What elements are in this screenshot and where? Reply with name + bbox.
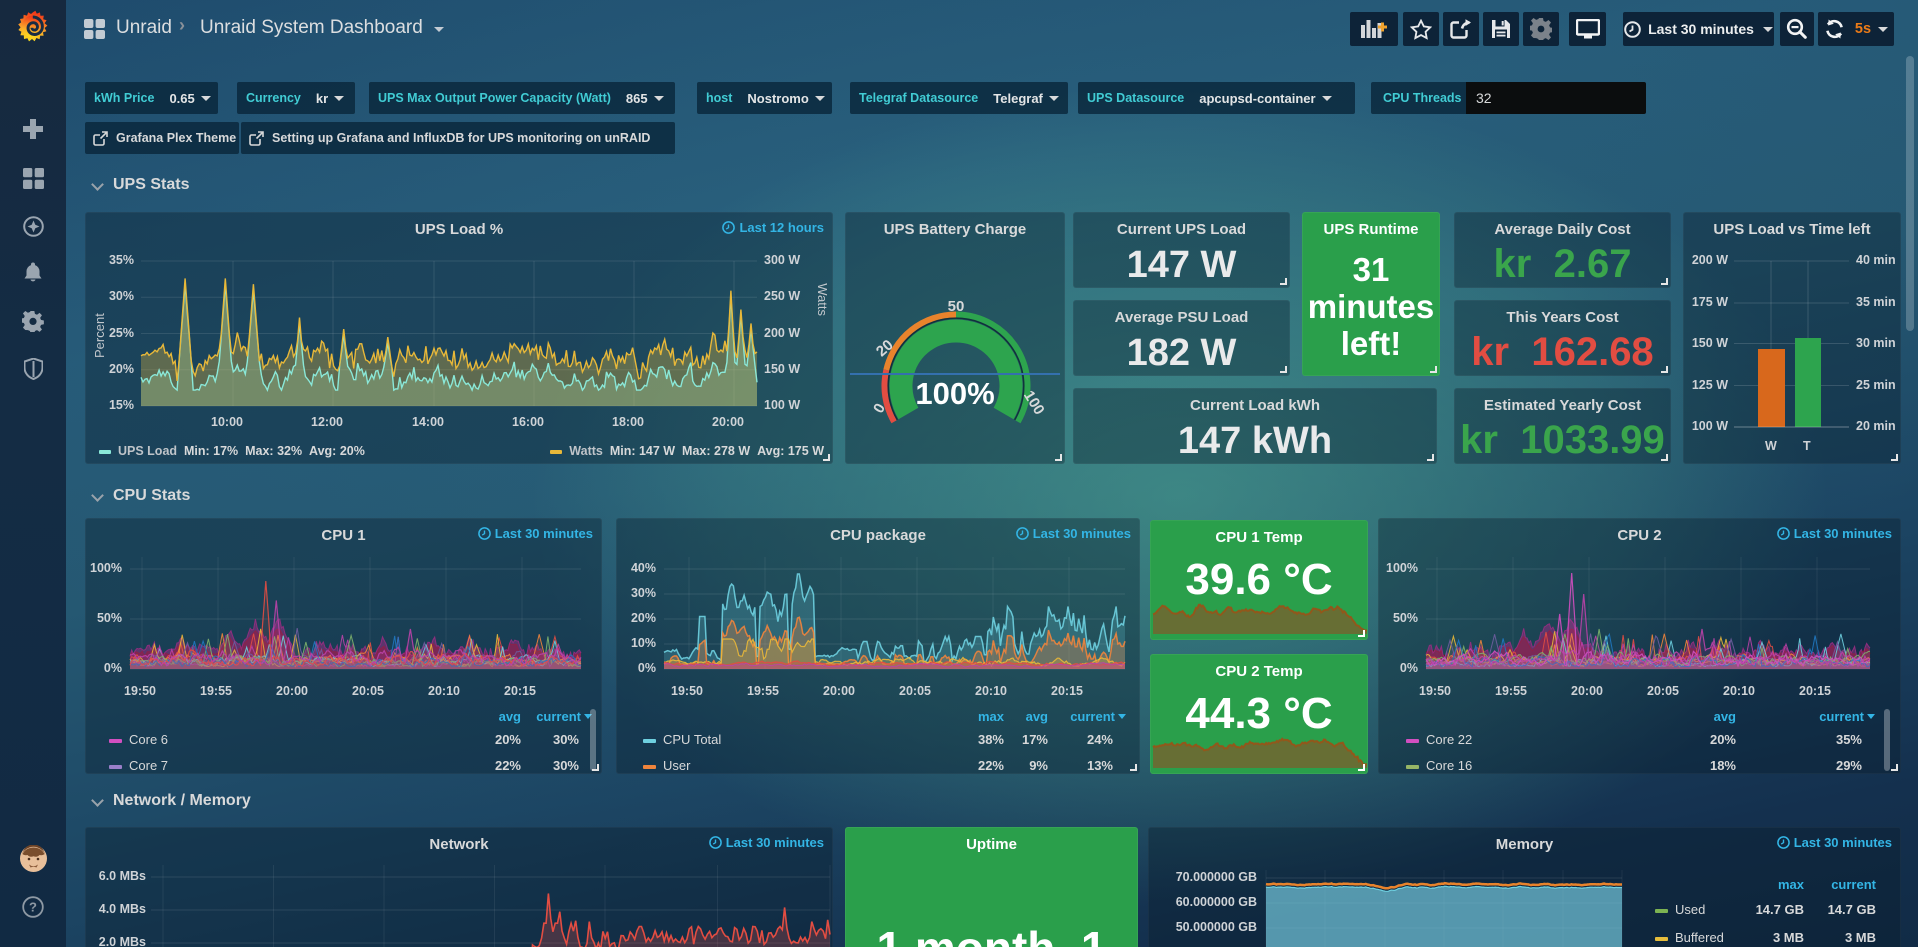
svg-text:?: ? (29, 900, 37, 915)
svg-text:50: 50 (948, 298, 965, 315)
